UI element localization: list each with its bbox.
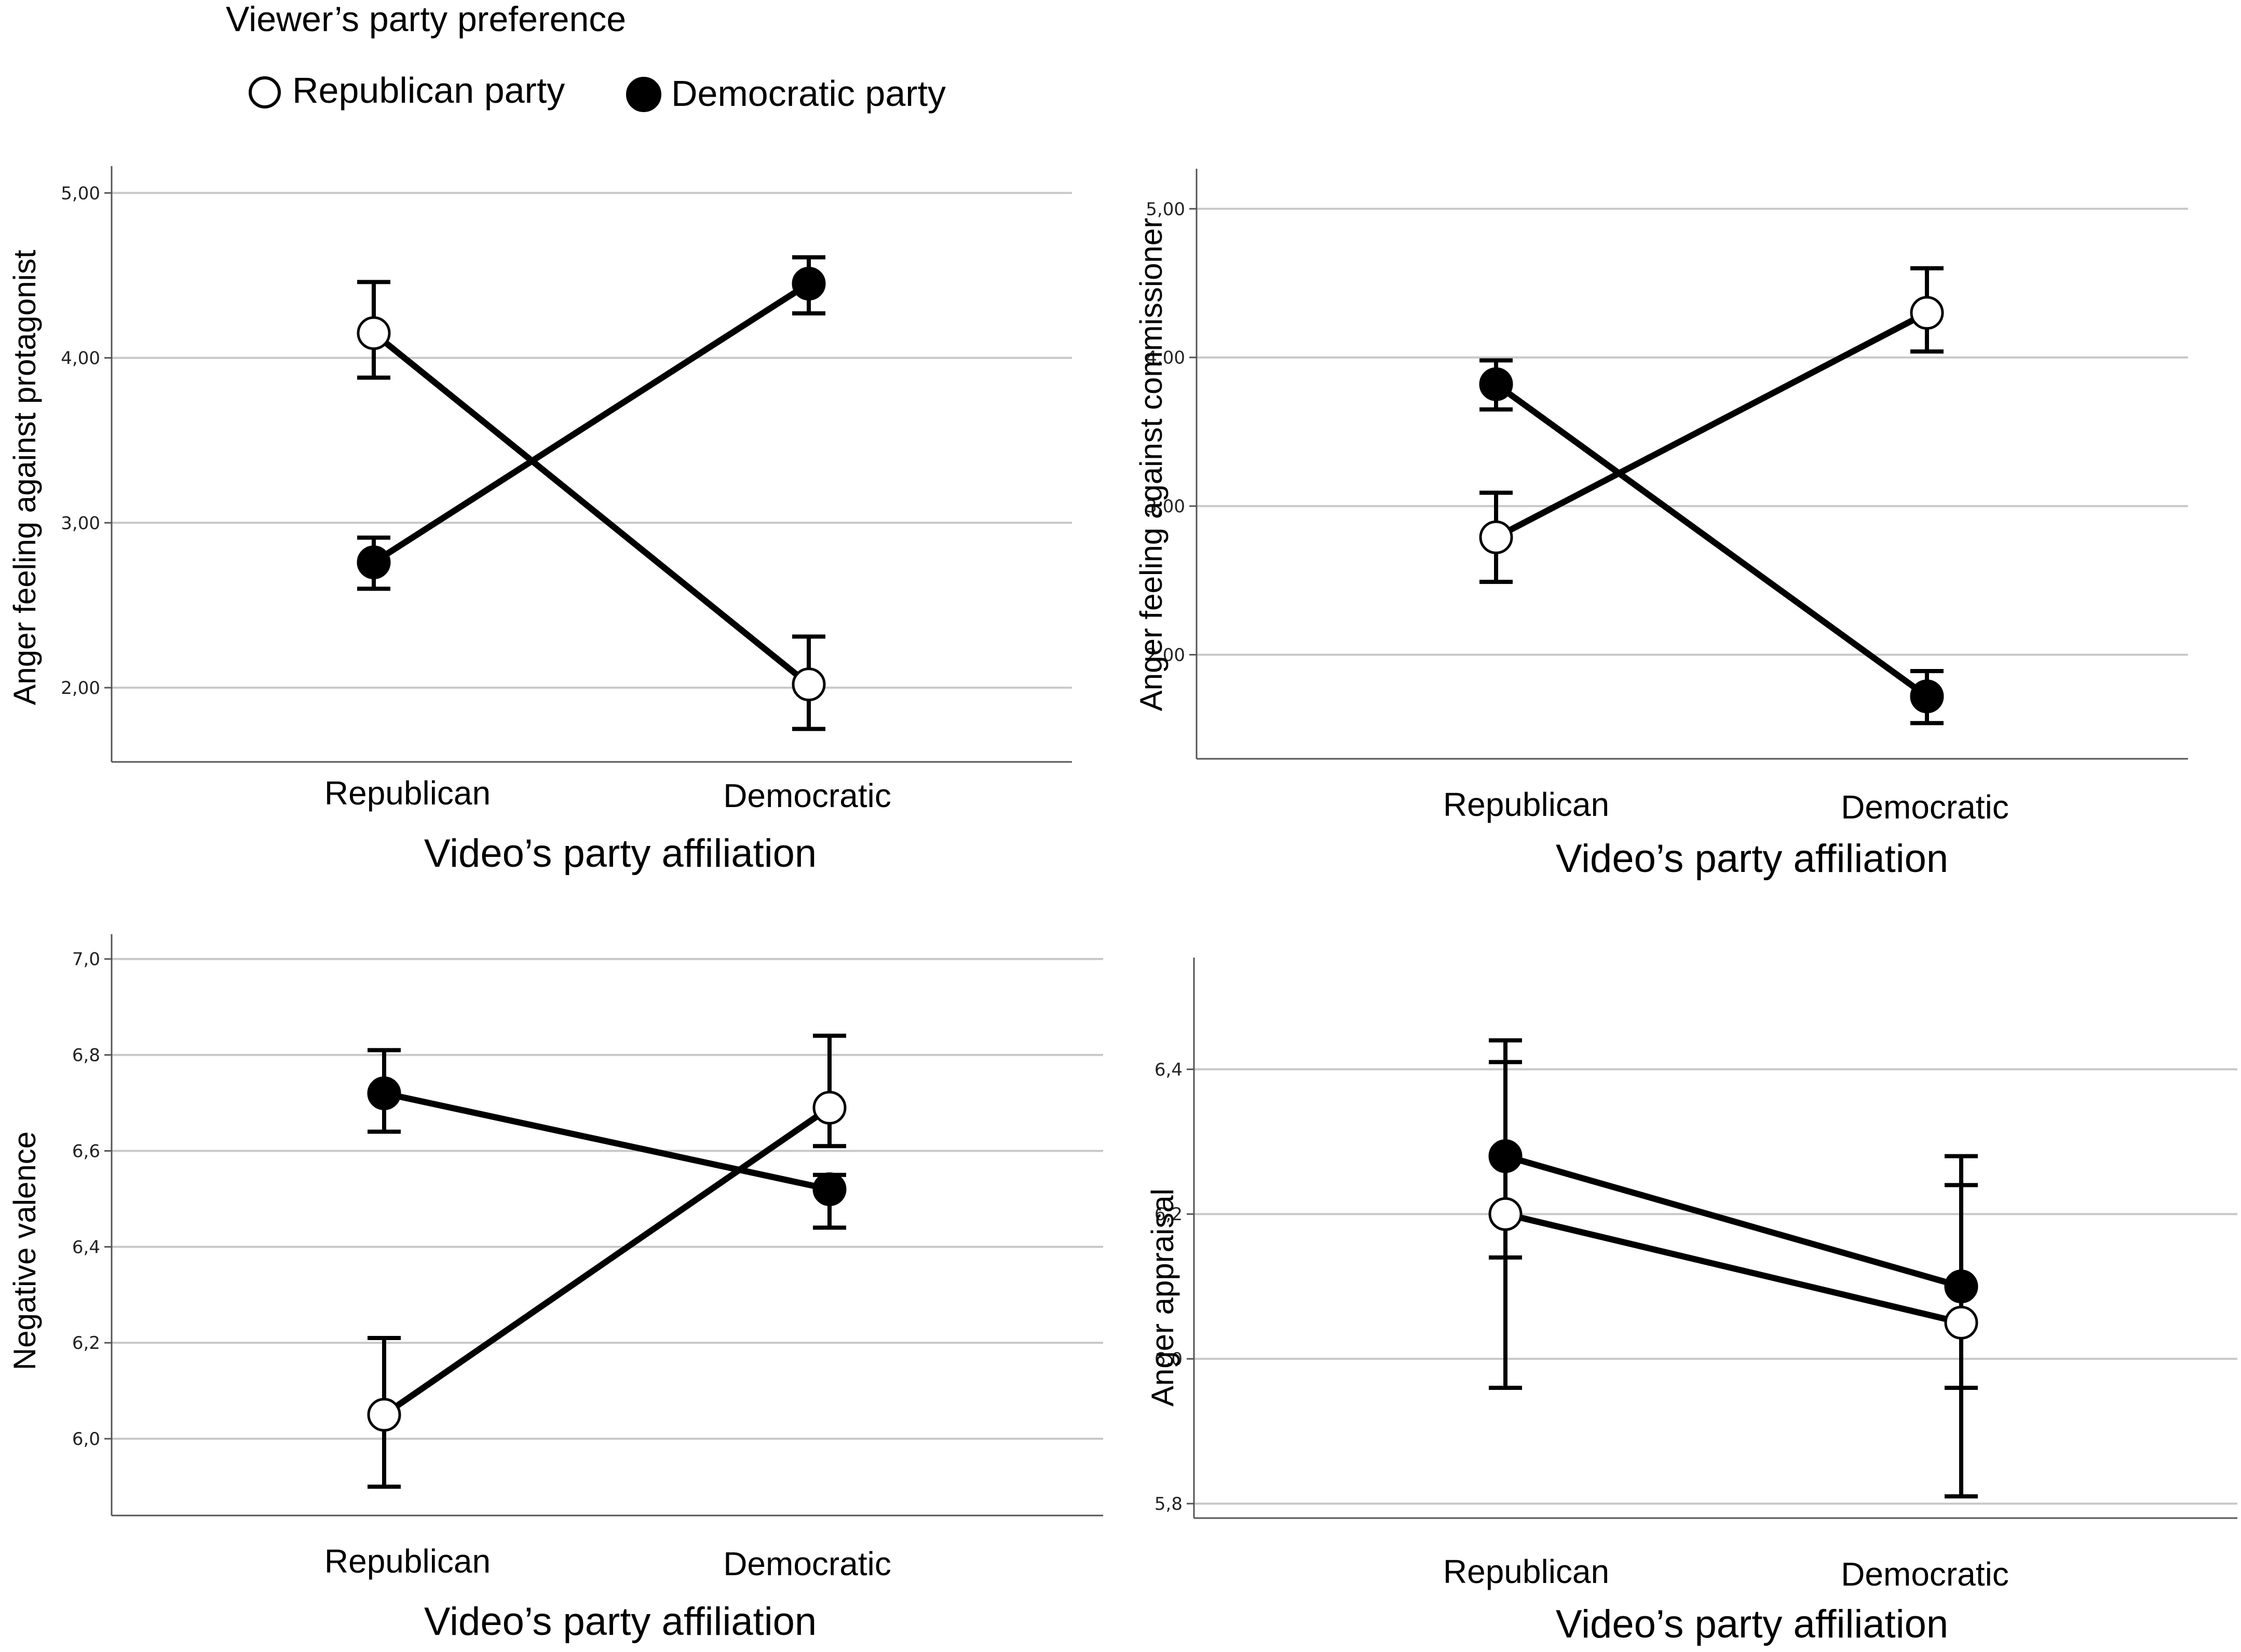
y-tick-label: 6,0 <box>72 1429 100 1450</box>
y-tick-label: 6,6 <box>72 1141 100 1162</box>
series-line-republican <box>1502 1211 1964 1326</box>
y-tick-label: 7,0 <box>72 949 100 970</box>
data-point-democratic <box>1910 679 1944 714</box>
y-tick-label: 5,8 <box>1155 1494 1183 1514</box>
y-tick-label: 2,00 <box>61 678 100 699</box>
data-point-republican <box>1488 1197 1523 1231</box>
data-point-republican <box>812 1090 847 1125</box>
chart-panel-4: 5,8 6,0 6,2 6,4 Republican Democratic Video… <box>1145 958 2237 1646</box>
series-line-republican <box>371 330 812 688</box>
series-line-democratic <box>381 1090 833 1193</box>
y-axis-title: Negative valence <box>7 1131 42 1370</box>
legend-label-republican: Republican party <box>292 70 565 111</box>
data-point-democratic <box>1479 367 1513 401</box>
x-axis-title: Video’s party affiliation <box>424 831 817 876</box>
legend-marker-democratic <box>626 77 661 112</box>
data-point-republican <box>1479 520 1513 554</box>
y-tick-label: 6,8 <box>72 1045 100 1066</box>
data-point-democratic <box>792 267 826 301</box>
x-axis-title: Video’s party affiliation <box>1556 1602 1948 1646</box>
series-line-democratic <box>371 280 812 566</box>
data-point-republican <box>792 667 826 702</box>
x-category-label: Democratic <box>1841 1555 2009 1593</box>
data-point-democratic <box>1488 1139 1523 1173</box>
y-axis-title: Anger feeling against commissioner <box>1134 218 1169 711</box>
chart-panel-3: 6,0 6,2 6,4 6,6 6,8 7,0 Republican Democratic… <box>7 934 1103 1644</box>
x-axis-title: Video’s party affiliation <box>424 1600 817 1644</box>
x-axis-title: Video’s party affiliation <box>1556 837 1948 881</box>
data-point-democratic <box>812 1172 847 1206</box>
y-tick-label: 6,0 <box>1155 1349 1183 1370</box>
data-point-republican <box>357 316 391 350</box>
chart-panel-1: 2,00 3,00 4,00 5,00 Republican Democratic V… <box>7 166 1072 876</box>
y-tick-label: 4,00 <box>1146 348 1185 368</box>
data-point-democratic <box>367 1076 401 1111</box>
series-line-democratic <box>1502 1153 1964 1290</box>
legend-marker-republican <box>249 76 281 108</box>
series-line-democratic <box>1493 381 1930 700</box>
series-line-republican <box>381 1104 833 1418</box>
x-category-label: Republican <box>324 774 491 812</box>
data-point-democratic <box>1944 1269 1978 1304</box>
x-category-label: Republican <box>324 1542 491 1580</box>
y-axis-title: Anger appraisal <box>1145 1189 1180 1407</box>
y-tick-label: 5,00 <box>1146 199 1185 220</box>
data-point-republican <box>367 1398 401 1432</box>
series-line-republican <box>1493 309 1930 541</box>
x-category-label: Democratic <box>723 1545 891 1582</box>
y-tick-label: 6,4 <box>1155 1059 1183 1080</box>
y-tick-label: 3,00 <box>1146 496 1185 517</box>
x-category-label: Democratic <box>1841 788 2009 826</box>
y-tick-label: 3,00 <box>61 513 100 534</box>
legend-title: Viewer’s party preference <box>226 0 626 39</box>
y-tick-label: 6,2 <box>72 1333 100 1354</box>
data-point-democratic <box>357 545 391 580</box>
y-tick-label: 5,00 <box>61 183 100 204</box>
y-tick-label: 4,00 <box>61 348 100 369</box>
y-tick-label: 6,2 <box>1155 1204 1183 1225</box>
x-category-label: Republican <box>1443 786 1609 823</box>
legend-label-democratic: Democratic party <box>671 73 946 114</box>
legend: Viewer’s party preference Republican par… <box>226 0 946 114</box>
x-category-label: Republican <box>1443 1553 1609 1590</box>
y-axis-title: Anger feeling against protagonist <box>7 250 42 705</box>
chart-panel-2: 2,00 3,00 4,00 5,00 Republican Democratic V… <box>1134 169 2188 881</box>
data-point-republican <box>1910 296 1944 330</box>
data-point-republican <box>1944 1305 1978 1340</box>
y-tick-label: 2,00 <box>1146 645 1185 666</box>
y-tick-label: 6,4 <box>72 1237 100 1258</box>
x-category-label: Democratic <box>723 777 891 814</box>
